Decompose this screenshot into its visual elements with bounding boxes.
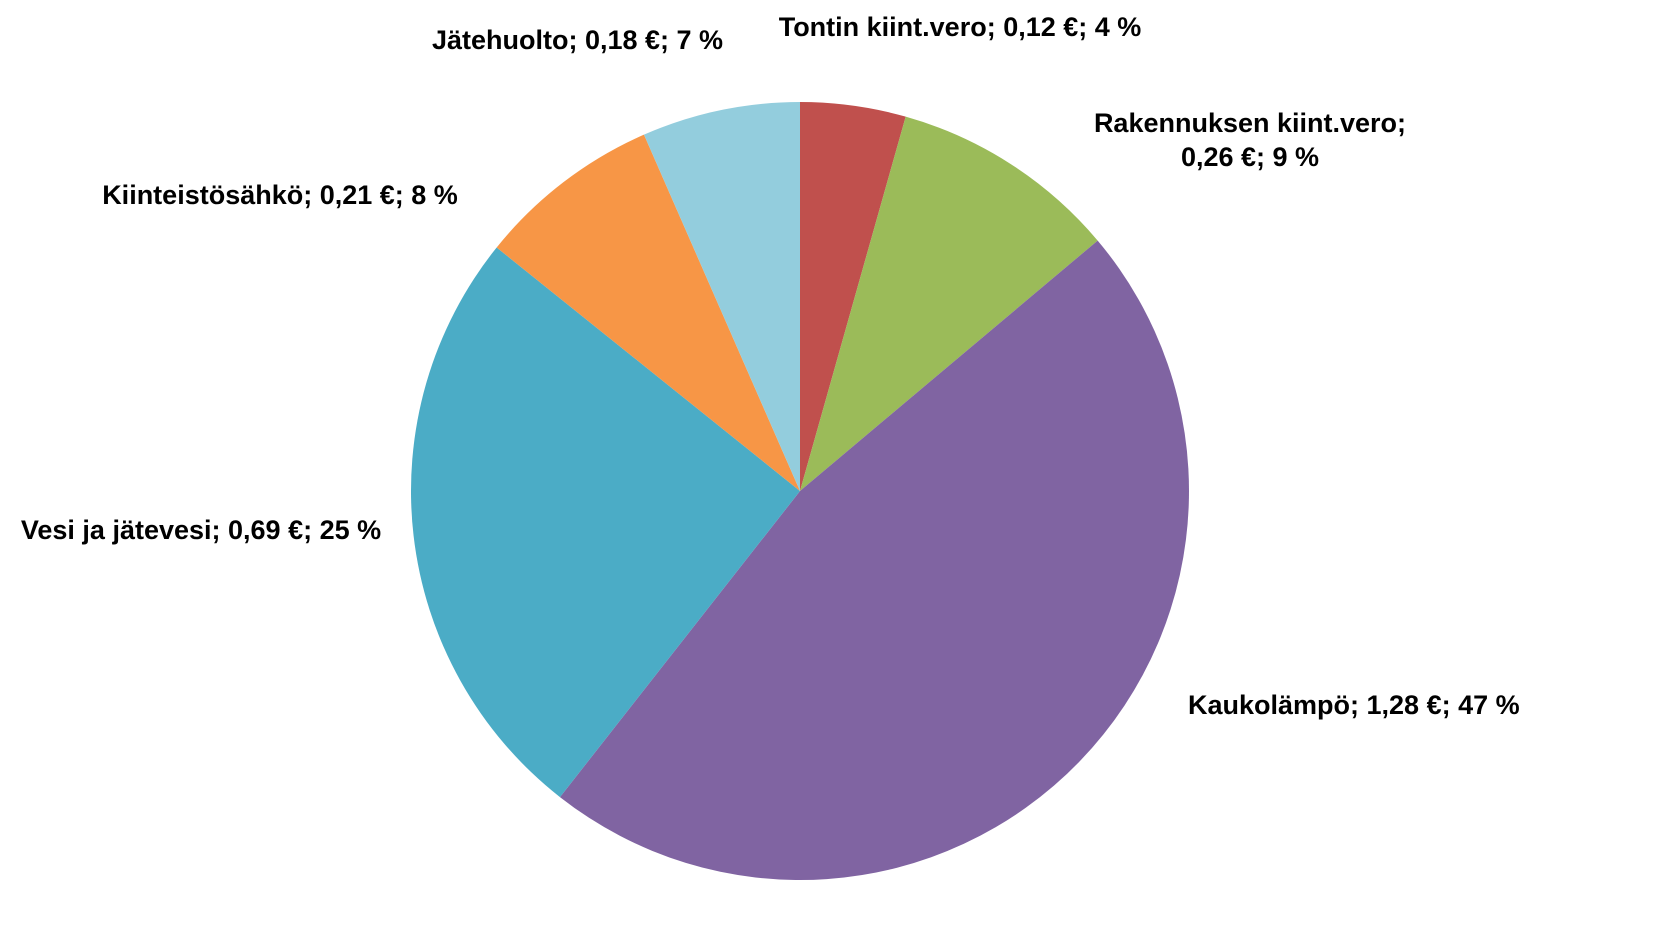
pie-slice: [800, 116, 1098, 491]
data-label: Rakennuksen kiint.vero; 0,26 €; 9 %: [1093, 108, 1407, 172]
data-label: Tontin kiint.vero; 0,12 €; 4 %: [778, 12, 1142, 42]
pie-slice: [411, 247, 800, 798]
data-label: Vesi ja jätevesi; 0,69 €; 25 %: [20, 515, 382, 545]
pie-slice: [643, 102, 800, 491]
pie-slice: [800, 102, 906, 491]
pie-slice: [496, 134, 800, 491]
data-label: Jätehuolto; 0,18 €; 7 %: [431, 25, 724, 55]
data-label: Kiinteistösähkö; 0,21 €; 8 %: [102, 180, 458, 210]
data-label: Kaukolämpö; 1,28 €; 47 %: [1188, 690, 1520, 720]
pie-slice: [559, 240, 1189, 880]
